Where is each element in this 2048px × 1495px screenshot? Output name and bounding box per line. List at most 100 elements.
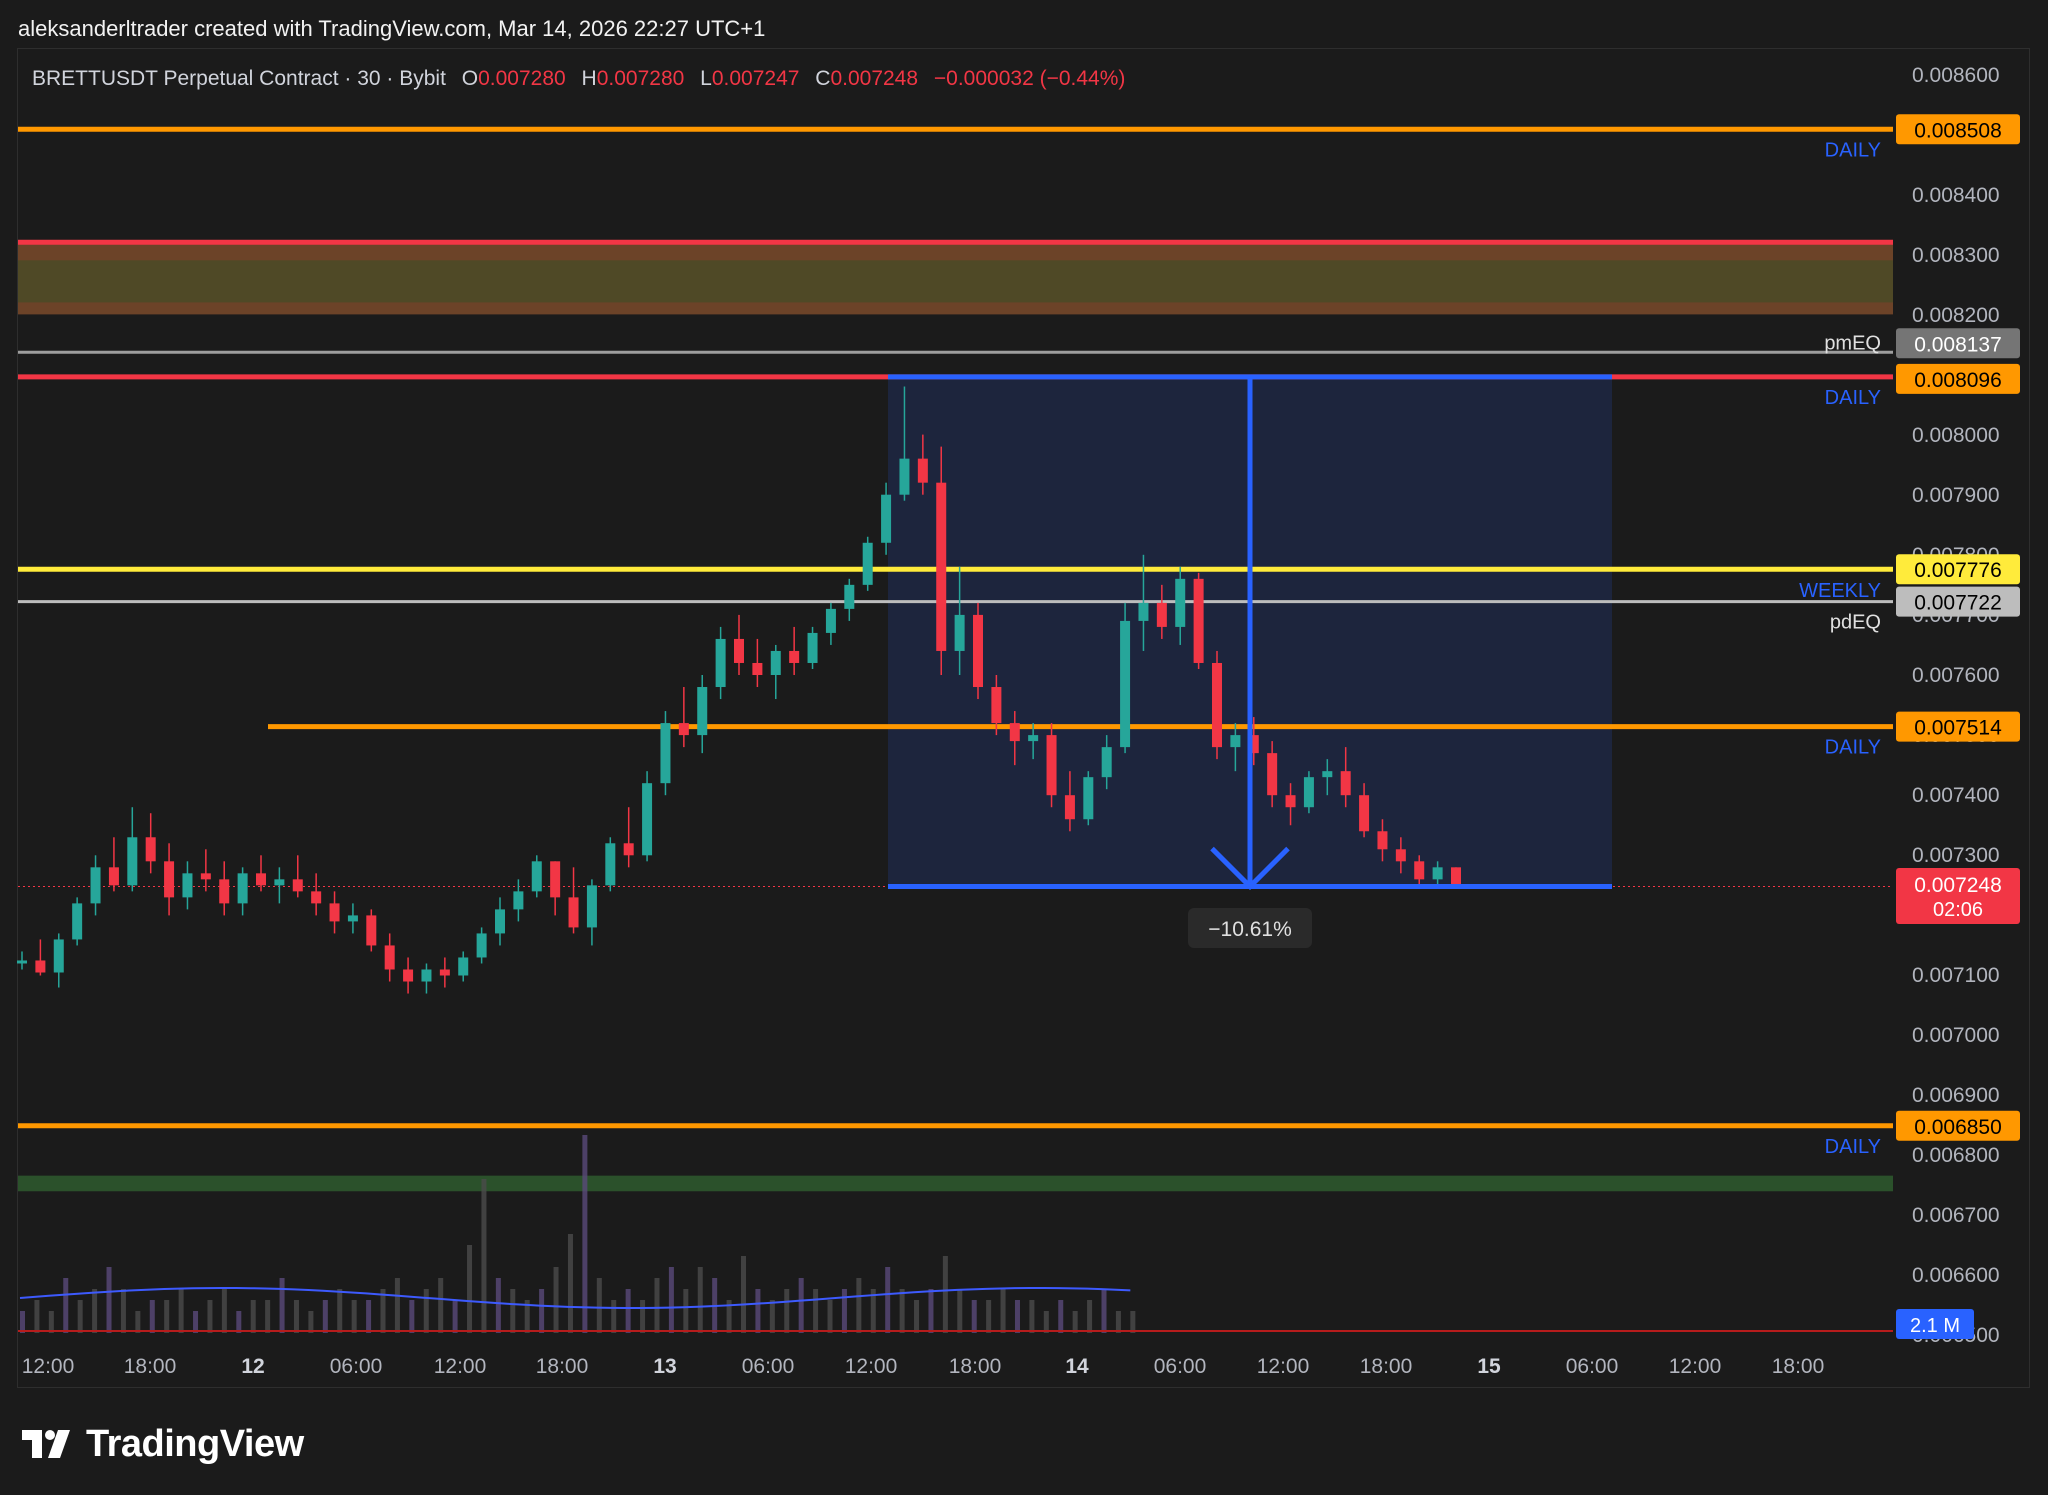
candle-down (623, 843, 634, 856)
candle-up (660, 723, 671, 784)
y-tick-label: 0.006700 (1912, 1204, 2000, 1227)
volume-bar (48, 1311, 54, 1333)
candle-down (145, 837, 156, 862)
candle-down (439, 969, 450, 976)
x-tick-label: 13 (653, 1355, 676, 1378)
high-value: 0.007280 (596, 67, 685, 90)
volume-tag-label: 2.1 M (1910, 1315, 1960, 1337)
volume-bar (265, 1300, 271, 1333)
candle-up (1322, 771, 1333, 778)
last-price-countdown: 02:06 (1933, 899, 1983, 921)
range-change-label: −10.61% (1208, 918, 1292, 941)
volume-bar (726, 1300, 732, 1333)
candle-down (1414, 861, 1425, 880)
range-change-box (1188, 908, 1312, 948)
volume-bar (193, 1311, 199, 1333)
high-label: H (581, 67, 597, 90)
volume-bar (841, 1289, 847, 1333)
candle-down (219, 879, 230, 904)
price-tag (1896, 554, 2020, 585)
candle-down (384, 945, 395, 970)
volume-bar (164, 1300, 170, 1333)
candle-down (991, 687, 1002, 724)
candle-down (256, 873, 266, 886)
candle-up (90, 867, 101, 904)
y-tick-label: 0.007600 (1912, 664, 2000, 687)
volume-bar (870, 1289, 876, 1333)
candle-up (476, 933, 487, 958)
candle-up (347, 915, 358, 922)
volume-bar (914, 1300, 920, 1333)
candle-down (1395, 849, 1406, 862)
x-tick-label: 18:00 (949, 1355, 1002, 1378)
candle-up (17, 960, 27, 964)
volume-bar (1000, 1289, 1006, 1333)
price-tag-label: 0.007722 (1914, 592, 2002, 615)
volume-bar (1058, 1300, 1064, 1333)
volume-bar (971, 1300, 977, 1333)
candle-up (605, 843, 616, 886)
level-tag-label: pdEQ (1830, 612, 1881, 634)
volume-bar (1115, 1311, 1121, 1333)
candle-down (1377, 831, 1388, 850)
candle-up (495, 909, 505, 934)
candle-up (642, 783, 653, 856)
change-value: −0.000032 (−0.44%) (933, 67, 1126, 90)
volume-bar (798, 1278, 804, 1333)
candle-up (844, 584, 855, 609)
volume-bar (856, 1278, 862, 1333)
volume-bar (611, 1300, 617, 1333)
candle-up (1083, 777, 1094, 820)
x-tick-label: 12 (241, 1355, 264, 1378)
candle-down (1193, 578, 1204, 663)
volume-bar (308, 1311, 314, 1333)
candle-up (881, 494, 892, 543)
volume-bar (510, 1289, 516, 1333)
x-tick-label: 12:00 (1257, 1355, 1310, 1378)
candle-down (1046, 735, 1057, 796)
volume-bar (380, 1289, 386, 1333)
candle-up (807, 632, 818, 663)
volume-bar (596, 1278, 602, 1333)
volume-bar (322, 1300, 328, 1333)
candle-down (366, 915, 377, 946)
volume-bar (1043, 1311, 1049, 1333)
candle-up (697, 687, 708, 736)
candle-up (458, 957, 469, 976)
chart-author-header: aleksanderltrader created with TradingVi… (18, 16, 766, 41)
candle-up (72, 903, 83, 940)
y-tick-label: 0.007900 (1912, 484, 2000, 507)
candle-down (292, 879, 303, 892)
volume-bar (106, 1267, 112, 1333)
volume-tag (1896, 1309, 1974, 1339)
zone-band (18, 260, 1893, 303)
x-tick-label: 18:00 (1772, 1355, 1825, 1378)
volume-bar (279, 1278, 285, 1333)
volume-bar (409, 1300, 415, 1333)
candle-down (1267, 753, 1278, 796)
y-tick-label: 0.007300 (1912, 844, 2000, 867)
ohlc-legend: BRETTUSDT Perpetual Contract · 30 · Bybi… (32, 67, 1125, 91)
volume-bar (178, 1289, 184, 1333)
volume-bar (524, 1300, 530, 1333)
volume-bar (293, 1300, 299, 1333)
volume-bar (351, 1300, 357, 1333)
candle-down (35, 960, 46, 973)
open-value: 0.007280 (478, 67, 566, 90)
symbol-label[interactable]: BRETTUSDT Perpetual Contract · 30 · Bybi… (32, 67, 446, 90)
candle-down (678, 723, 689, 736)
price-tag (1896, 114, 2020, 145)
volume-bar (207, 1300, 213, 1333)
volume-bar (899, 1289, 905, 1333)
volume-bar (92, 1289, 98, 1333)
candle-up (899, 458, 910, 495)
x-tick-label: 18:00 (1360, 1355, 1413, 1378)
volume-bar (567, 1234, 573, 1333)
candle-down (1156, 602, 1167, 627)
candle-down (1212, 662, 1222, 748)
candle-up (53, 939, 64, 973)
price-tag-label: 0.007514 (1914, 717, 2002, 740)
y-tick-label: 0.008200 (1912, 304, 2000, 327)
tradingview-logo[interactable]: TradingView (20, 1423, 304, 1465)
